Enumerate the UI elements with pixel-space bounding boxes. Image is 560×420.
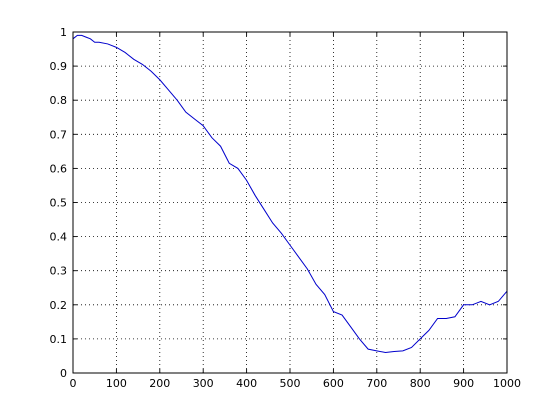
data-point (315, 284, 316, 285)
data-point (368, 349, 369, 350)
data-point (376, 350, 377, 351)
data-point (85, 37, 86, 38)
data-point (263, 209, 264, 210)
x-tick-label: 0 (70, 377, 77, 390)
x-tick-label: 100 (106, 377, 127, 390)
data-point (480, 301, 481, 302)
data-point (411, 347, 412, 348)
data-point (255, 195, 256, 196)
y-tick-label: 0.1 (50, 333, 68, 346)
data-point (385, 352, 386, 353)
data-point (437, 318, 438, 319)
y-tick-label: 0.8 (50, 94, 68, 107)
data-point (237, 168, 238, 169)
data-point (489, 304, 490, 305)
data-point (472, 304, 473, 305)
x-tick-label: 700 (366, 377, 387, 390)
y-tick-label: 0.6 (50, 162, 68, 175)
data-point (107, 43, 108, 44)
y-tick-label: 0.9 (50, 60, 68, 73)
data-point (229, 163, 230, 164)
x-tick-label: 900 (453, 377, 474, 390)
y-tick-label: 0.5 (50, 197, 68, 210)
y-tick-label: 0.3 (50, 265, 68, 278)
data-point (168, 89, 169, 90)
x-tick-label: 400 (236, 377, 257, 390)
x-tick-label: 200 (149, 377, 170, 390)
y-tick-label: 0.4 (50, 231, 68, 244)
data-point (463, 304, 464, 305)
data-point (203, 125, 204, 126)
data-point (420, 338, 421, 339)
x-tick-label: 800 (410, 377, 431, 390)
data-point (272, 222, 273, 223)
data-point (124, 52, 125, 53)
data-point (394, 351, 395, 352)
data-point (498, 301, 499, 302)
data-point (133, 59, 134, 60)
data-point (359, 338, 360, 339)
data-point (324, 294, 325, 295)
y-tick-label: 0.2 (50, 299, 68, 312)
data-point (307, 268, 308, 269)
data-point (194, 118, 195, 119)
data-point (220, 146, 221, 147)
data-point (281, 233, 282, 234)
y-tick-label: 0 (60, 367, 67, 380)
data-point (159, 79, 160, 80)
y-tick-label: 0.7 (50, 128, 68, 141)
data-point (90, 38, 91, 39)
data-point (151, 71, 152, 72)
data-point (81, 35, 82, 36)
x-tick-label: 300 (193, 377, 214, 390)
y-tick-label: 1 (60, 26, 67, 39)
data-point (246, 180, 247, 181)
data-point (177, 100, 178, 101)
data-point (94, 42, 95, 43)
data-point (446, 318, 447, 319)
data-point (142, 64, 143, 65)
data-point (341, 314, 342, 315)
data-point (98, 42, 99, 43)
data-point (454, 316, 455, 317)
data-point (333, 311, 334, 312)
data-point (428, 330, 429, 331)
data-point (116, 47, 117, 48)
data-point (211, 137, 212, 138)
data-point (298, 256, 299, 257)
x-tick-label: 500 (280, 377, 301, 390)
data-point (289, 245, 290, 246)
x-tick-label: 1000 (493, 377, 521, 390)
data-point (185, 112, 186, 113)
data-point (350, 326, 351, 327)
data-point (77, 35, 78, 36)
data-point (402, 350, 403, 351)
x-tick-label: 600 (323, 377, 344, 390)
